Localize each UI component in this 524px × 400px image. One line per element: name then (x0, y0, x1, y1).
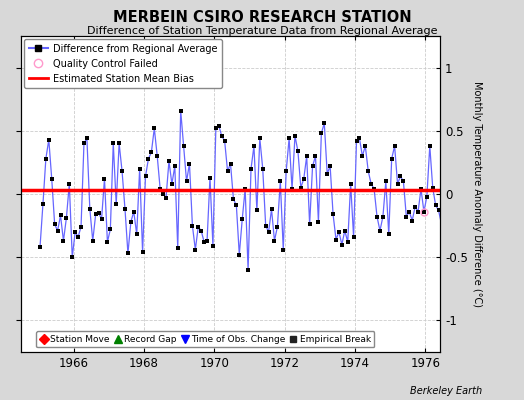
Text: Berkeley Earth: Berkeley Earth (410, 386, 482, 396)
Text: Difference of Station Temperature Data from Regional Average: Difference of Station Temperature Data f… (87, 26, 437, 36)
Text: MERBEIN CSIRO RESEARCH STATION: MERBEIN CSIRO RESEARCH STATION (113, 10, 411, 25)
Y-axis label: Monthly Temperature Anomaly Difference (°C): Monthly Temperature Anomaly Difference (… (472, 81, 482, 307)
Legend: Station Move, Record Gap, Time of Obs. Change, Empirical Break: Station Move, Record Gap, Time of Obs. C… (36, 331, 375, 348)
